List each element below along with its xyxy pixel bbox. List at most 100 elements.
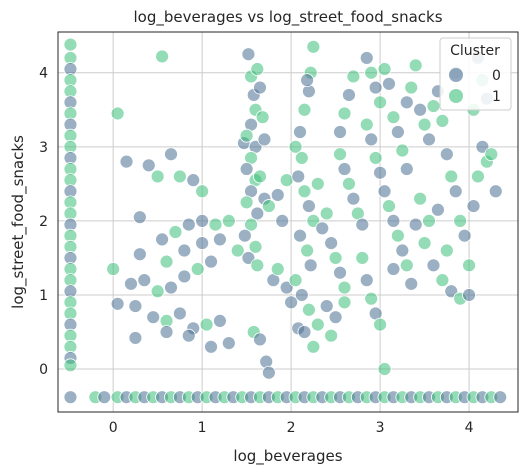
y-tick-label: 3	[39, 140, 48, 156]
data-point-cluster-0	[159, 325, 174, 339]
data-point-cluster-1	[404, 80, 419, 95]
data-point-cluster-1	[359, 117, 374, 132]
data-point-cluster-0	[399, 162, 414, 176]
data-point-cluster-0	[291, 169, 306, 184]
data-point-cluster-0	[155, 232, 170, 247]
data-point-cluster-1	[342, 176, 356, 191]
data-point-cluster-0	[195, 213, 210, 228]
data-point-cluster-0	[237, 228, 252, 243]
data-point-cluster-1	[250, 258, 265, 273]
data-point-cluster-0	[293, 125, 307, 139]
data-point-cluster-0	[382, 76, 396, 91]
data-point-cluster-0	[137, 273, 152, 288]
data-point-cluster-0	[279, 280, 294, 295]
data-point-cluster-0	[337, 162, 352, 176]
data-point-cluster-1	[297, 184, 312, 199]
data-point-cluster-0	[253, 80, 267, 95]
y-tick-label: 0	[39, 362, 48, 378]
data-point-cluster-0	[439, 147, 454, 162]
data-point-cluster-1	[364, 65, 379, 80]
x-tick-label: 3	[376, 420, 385, 436]
data-point-cluster-1	[195, 184, 210, 199]
data-point-cluster-0	[164, 147, 178, 162]
data-point-cluster-1	[382, 199, 396, 213]
data-point-cluster-1	[310, 176, 325, 191]
data-point-cluster-1	[159, 254, 174, 269]
data-point-cluster-1	[248, 239, 263, 254]
data-point-cluster-0	[448, 184, 463, 199]
data-point-cluster-0	[253, 332, 267, 347]
legend-marker-1	[449, 89, 463, 103]
data-point-cluster-0	[213, 232, 227, 247]
data-point-cluster-1	[63, 37, 78, 52]
data-point-cluster-1	[462, 258, 476, 273]
data-point-cluster-0	[377, 184, 392, 199]
data-point-cluster-1	[435, 113, 450, 128]
data-point-cluster-1	[346, 69, 361, 84]
y-tick-label: 4	[39, 66, 48, 82]
data-point-cluster-0	[346, 191, 361, 206]
data-point-cluster-0	[146, 310, 161, 325]
data-point-cluster-1	[230, 243, 245, 258]
data-point-cluster-1	[288, 139, 303, 154]
data-point-cluster-0	[466, 199, 481, 213]
data-point-cluster-1	[399, 258, 414, 273]
y-axis-ticks: 0 1 2 3 4	[39, 66, 48, 378]
data-point-cluster-1	[333, 147, 347, 162]
data-point-cluster-1	[422, 213, 436, 228]
data-point-cluster-1	[435, 273, 450, 288]
data-point-cluster-0	[97, 390, 112, 405]
data-point-cluster-0	[177, 269, 192, 284]
data-point-cluster-0	[124, 276, 138, 291]
data-point-cluster-1	[279, 173, 294, 188]
chart-title: log_beverages vs log_street_food_snacks	[133, 8, 442, 27]
data-point-cluster-0	[488, 184, 503, 199]
data-point-cluster-1	[417, 117, 432, 132]
data-point-cluster-0	[297, 325, 312, 339]
legend-label-1: 1	[492, 89, 501, 105]
data-point-cluster-1	[302, 302, 316, 317]
data-point-cluster-1	[244, 217, 258, 232]
data-point-cluster-0	[275, 213, 290, 228]
data-point-cluster-1	[368, 151, 383, 165]
data-point-cluster-1	[364, 291, 379, 306]
data-point-cluster-1	[373, 317, 387, 332]
data-point-cluster-0	[386, 213, 401, 228]
data-point-cluster-1	[168, 225, 183, 239]
data-point-cluster-1	[255, 110, 270, 125]
data-point-cluster-0	[195, 236, 210, 251]
data-point-cluster-1	[395, 143, 410, 158]
data-point-cluster-0	[213, 313, 227, 328]
data-point-cluster-1	[377, 362, 392, 376]
data-point-cluster-1	[190, 262, 205, 276]
data-point-cluster-0	[431, 202, 445, 217]
data-point-cluster-1	[319, 206, 334, 221]
data-point-cluster-0	[355, 217, 370, 232]
data-point-cluster-0	[324, 236, 339, 251]
data-point-cluster-1	[439, 243, 454, 258]
data-point-cluster-0	[404, 276, 419, 291]
y-axis-label: log_street_food_snacks	[9, 135, 28, 309]
data-point-cluster-0	[186, 173, 201, 188]
x-axis-ticks: 0 1 2 3 4	[109, 420, 474, 436]
data-point-cluster-0	[333, 265, 347, 280]
data-point-cluster-0	[408, 217, 423, 232]
data-point-cluster-0	[315, 221, 330, 236]
data-point-cluster-0	[359, 273, 374, 288]
data-point-cluster-1	[106, 262, 121, 276]
data-point-cluster-0	[342, 88, 356, 102]
data-point-cluster-0	[386, 262, 401, 276]
data-point-cluster-1	[221, 213, 236, 228]
data-point-cluster-1	[373, 95, 387, 110]
data-point-cluster-1	[417, 236, 432, 251]
plot-frame	[57, 31, 519, 413]
x-tick-label: 0	[109, 420, 118, 436]
data-point-cluster-0	[128, 299, 143, 313]
data-point-cluster-0	[368, 80, 383, 95]
data-point-cluster-0	[399, 95, 414, 110]
legend-marker-0	[449, 68, 463, 82]
data-point-cluster-0	[63, 390, 78, 405]
data-point-cluster-0	[261, 365, 276, 380]
data-point-cluster-1	[261, 199, 276, 213]
data-point-cluster-0	[221, 336, 236, 351]
